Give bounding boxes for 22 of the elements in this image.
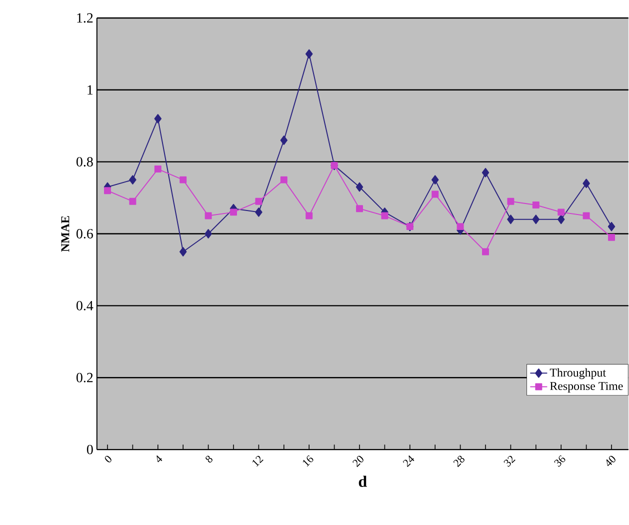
x-tick-label: 4 <box>156 455 162 462</box>
x-tick-label: 32 <box>504 456 516 467</box>
y-tick-label: 0.6 <box>76 228 93 238</box>
x-tick-label: 0 <box>104 456 112 462</box>
x-tick-label: 40 <box>606 456 616 466</box>
x-tick-label: 36 <box>554 454 566 467</box>
y-axis-title: NMAE <box>61 216 70 252</box>
y-tick-label: 0.8 <box>76 156 93 166</box>
x-tick-label: 8 <box>206 455 212 462</box>
y-tick-label: 0 <box>86 444 93 454</box>
x-axis-title: d <box>358 475 367 487</box>
x-tick-label: 16 <box>302 454 314 466</box>
legend-label: Response Time <box>550 382 623 392</box>
y-tick-label: 0.4 <box>76 300 94 310</box>
y-tick-label: 0.2 <box>76 372 93 382</box>
y-tick-label: 1.2 <box>77 13 93 22</box>
x-tick-label: 12 <box>252 456 264 466</box>
x-tick-label: 20 <box>352 456 364 467</box>
x-tick-label: 28 <box>453 455 464 467</box>
x-tick-label: 24 <box>402 455 414 467</box>
y-tick-label: 1 <box>88 85 93 94</box>
legend-label: Throughput <box>550 368 606 379</box>
